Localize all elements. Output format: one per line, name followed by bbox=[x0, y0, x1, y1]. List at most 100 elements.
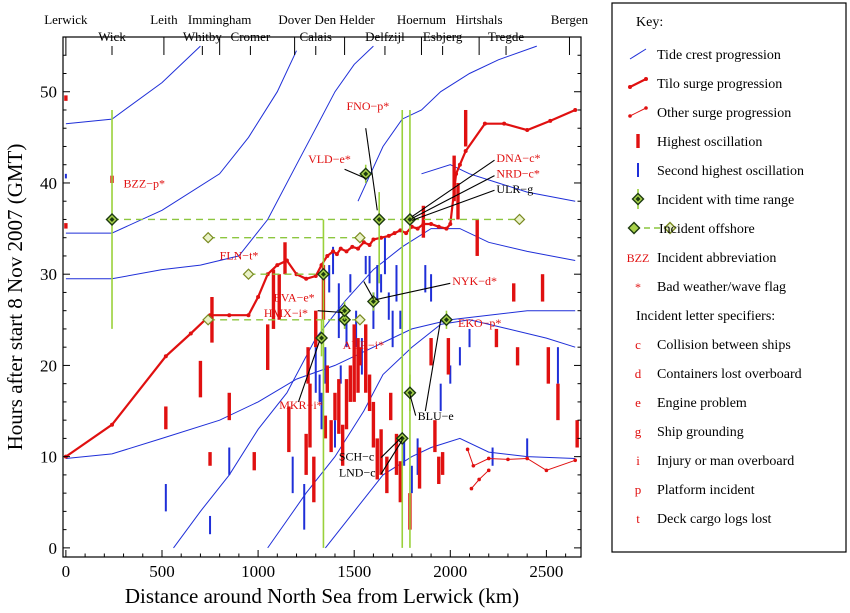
legend-symbol-tilo bbox=[629, 78, 647, 88]
x-tick-label: 2500 bbox=[529, 562, 563, 581]
tilo-surge-point bbox=[371, 237, 376, 242]
plot-frame bbox=[62, 36, 582, 558]
tilo-surge-point bbox=[265, 272, 270, 277]
incident-diamond-core bbox=[363, 171, 369, 177]
legend-specifier-letter: p bbox=[635, 482, 642, 497]
incident-label: LND−c bbox=[339, 466, 376, 480]
leader-line bbox=[411, 159, 495, 218]
offshore-incident-diamond bbox=[513, 213, 526, 226]
tilo-surge-point bbox=[163, 354, 168, 359]
legend: Key: Tide crest progression Tilo surge pro… bbox=[611, 2, 847, 553]
port-label-row2: Cromer bbox=[231, 29, 271, 44]
legend-entry-label: Incident offshore bbox=[659, 222, 755, 237]
incident-label: FNO−p* bbox=[347, 99, 390, 113]
y-tick-label: 40 bbox=[40, 174, 57, 193]
legend-specifier-label: Containers lost overboard bbox=[657, 367, 802, 382]
tilo-surge-point bbox=[525, 128, 530, 133]
tilo-surge-point bbox=[421, 222, 426, 227]
leader-line bbox=[317, 310, 343, 314]
y-tick-label: 0 bbox=[49, 539, 58, 558]
legend-entry-label: Incident abbreviation bbox=[657, 251, 776, 266]
incident-label: EKO−p* bbox=[458, 316, 501, 330]
tilo-surge-point bbox=[227, 313, 232, 318]
legend-entry-label: Bad weather/wave flag bbox=[657, 280, 786, 295]
offshore-incident-diamond bbox=[354, 313, 366, 326]
surge-lines bbox=[63, 107, 578, 491]
incident-label: BLU−e bbox=[418, 409, 454, 423]
tilo-surge-point bbox=[429, 222, 434, 227]
legend-symbol-tide bbox=[629, 48, 647, 60]
leader-line bbox=[375, 282, 451, 301]
leader-line bbox=[409, 394, 417, 416]
tilo-surge-point bbox=[573, 107, 578, 112]
incident-label: FLN−t* bbox=[220, 249, 259, 263]
x-axis-label: Distance around North Sea from Lerwick (… bbox=[125, 584, 519, 608]
legend-entry-label: Tilo surge progression bbox=[657, 77, 782, 92]
tilo-surge-point bbox=[409, 224, 414, 229]
port-label-row1: Lerwick bbox=[44, 12, 88, 27]
tilo-surge-point bbox=[392, 231, 397, 236]
leader-line bbox=[344, 168, 366, 179]
incident-label: NRD−c* bbox=[496, 166, 539, 180]
other-surge-point bbox=[469, 486, 474, 491]
x-tick-label: 0 bbox=[62, 562, 71, 581]
tilo-surge-point bbox=[188, 331, 193, 336]
x-tick-label: 2000 bbox=[433, 562, 467, 581]
tilo-surge-point bbox=[482, 121, 487, 126]
incident-diamond-core bbox=[376, 216, 382, 222]
legend-title: Key: bbox=[636, 15, 663, 30]
other-surge-point bbox=[486, 468, 491, 473]
tide-crest-line-3 bbox=[65, 45, 201, 125]
legend-specifier-label: Injury or man overboard bbox=[657, 454, 794, 469]
tilo-surge-point bbox=[448, 222, 453, 227]
legend-symbol-text: * bbox=[635, 280, 641, 294]
incident-label: BZZ−p* bbox=[124, 177, 165, 191]
legend-entry-label: Tide crest progression bbox=[657, 48, 781, 63]
tide-crest-line-6 bbox=[325, 437, 576, 549]
tilo-surge-point bbox=[338, 246, 343, 251]
legend-specifier-label: Engine problem bbox=[657, 396, 747, 411]
offshore-incident-diamond bbox=[242, 268, 255, 281]
tilo-surge-point bbox=[444, 226, 449, 231]
leader-line bbox=[424, 319, 442, 412]
incident-label: EVA−e* bbox=[273, 291, 314, 305]
tilo-surge-point bbox=[334, 252, 339, 257]
port-label-row2: Delfzijl bbox=[365, 29, 405, 44]
incident-label: HMX−i* bbox=[264, 306, 308, 320]
tilo-surge-point bbox=[284, 258, 289, 263]
port-labels: Lerwick Leith Immingham Dover Den Helder Hoer… bbox=[44, 12, 589, 55]
incident-diamond-core bbox=[342, 308, 348, 314]
leader-line bbox=[363, 281, 374, 300]
incident-label: NYK−d* bbox=[452, 274, 497, 288]
leader-lines bbox=[297, 128, 495, 475]
legend-box bbox=[611, 2, 847, 553]
tilo-surge-point bbox=[386, 233, 391, 238]
tilo-surge-point bbox=[436, 224, 441, 229]
other-surge-point bbox=[506, 457, 510, 462]
legend-specifier-letter: d bbox=[635, 366, 642, 381]
port-label-row2: Calais bbox=[300, 29, 333, 44]
tilo-surge-point bbox=[502, 121, 507, 126]
port-label-row1: Leith bbox=[150, 12, 178, 27]
legend-symbol-text: BZZ bbox=[627, 251, 650, 265]
other-surge-point bbox=[544, 468, 549, 473]
incident-diamond-core bbox=[319, 335, 325, 341]
tilo-surge-point bbox=[325, 253, 330, 258]
x-tick-label: 1500 bbox=[337, 562, 371, 581]
offshore-incident-diamond bbox=[354, 231, 366, 244]
legend-specifier-letter: c bbox=[635, 337, 641, 352]
tilo-surge-point bbox=[350, 244, 355, 249]
incident-markers bbox=[105, 109, 453, 548]
y-tick-label: 20 bbox=[40, 356, 57, 375]
leader-line bbox=[411, 189, 495, 221]
other-surge-point bbox=[471, 463, 476, 468]
other-surge-point bbox=[525, 456, 529, 461]
incident-diamond-core bbox=[443, 317, 449, 323]
tilo-surge-point bbox=[331, 249, 336, 254]
other-surge-point bbox=[465, 447, 470, 452]
tilo-surge-point bbox=[361, 240, 366, 245]
legend-entry-label: Second highest oscillation bbox=[657, 164, 804, 179]
incident-label: ULR−g bbox=[496, 182, 533, 196]
tide-crest-line-5 bbox=[267, 319, 576, 549]
